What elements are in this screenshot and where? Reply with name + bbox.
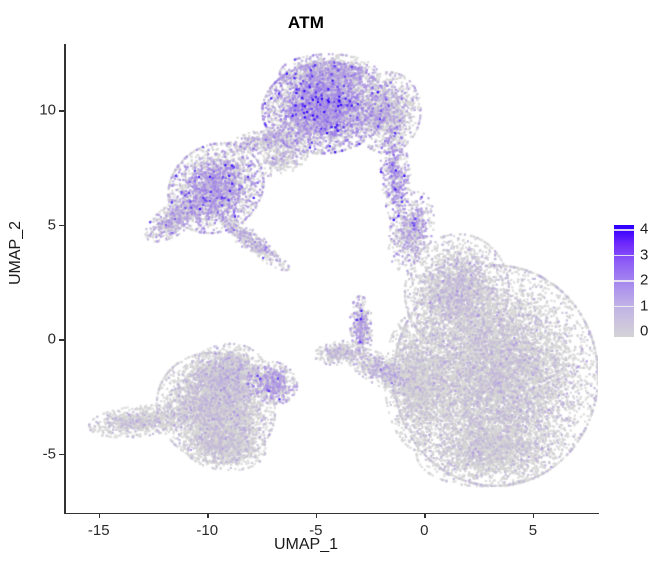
legend-label: 1 xyxy=(640,297,649,315)
color-legend[interactable]: 0 1 2 3 4 xyxy=(614,221,672,343)
x-tick-mark xyxy=(532,513,535,518)
x-tick-mark xyxy=(98,513,101,518)
x-tick-label: -15 xyxy=(87,522,110,539)
y-tick-label: 0 xyxy=(47,330,56,348)
x-tick-mark xyxy=(424,513,426,518)
x-tick-mark xyxy=(315,513,318,518)
x-tick-label: 0 xyxy=(420,522,429,539)
y-tick-mark xyxy=(59,224,64,227)
scatter-plot-canvas xyxy=(64,44,598,513)
y-axis-line xyxy=(64,44,66,514)
x-tick-label: -5 xyxy=(309,522,323,539)
x-axis-line xyxy=(64,512,599,515)
y-tick-label: 10 xyxy=(39,101,56,119)
legend-tick xyxy=(614,229,634,231)
legend-label: 3 xyxy=(640,246,649,264)
y-tick-mark xyxy=(59,339,64,341)
page-title: ATM xyxy=(287,13,325,32)
legend-tick xyxy=(614,254,634,257)
y-tick-label: -5 xyxy=(42,445,56,463)
y-axis-title: UMAP_2 xyxy=(7,220,24,286)
y-tick-mark xyxy=(59,453,64,455)
x-axis-title: UMAP_1 xyxy=(273,536,339,553)
legend-tick xyxy=(614,305,634,308)
legend-label: 0 xyxy=(640,322,649,340)
y-tick-label: 5 xyxy=(47,216,56,234)
legend-tick xyxy=(614,280,634,282)
x-tick-label: -10 xyxy=(196,522,219,539)
legend-label: 2 xyxy=(640,271,649,289)
x-tick-label: 5 xyxy=(528,522,538,539)
x-tick-mark xyxy=(207,513,209,518)
y-tick-mark xyxy=(59,110,64,112)
legend-label: 4 xyxy=(640,220,649,238)
